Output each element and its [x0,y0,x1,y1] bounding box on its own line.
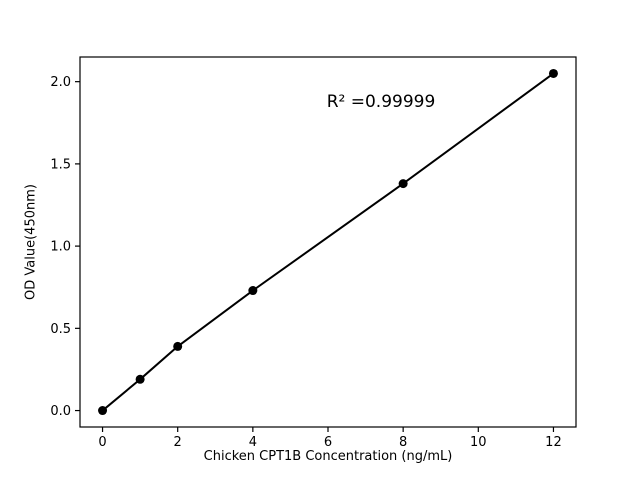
data-point [135,374,145,384]
x-tick-label: 2 [174,435,182,450]
x-tick-label: 4 [249,435,257,450]
x-axis-label: Chicken CPT1B Concentration (ng/mL) [203,449,453,464]
data-point [98,406,108,416]
r-squared-annotation: R² =0.99999 [326,92,436,112]
x-tick-label: 0 [98,435,106,450]
x-tick-label: 6 [324,435,332,450]
x-tick-label: 12 [545,435,562,450]
y-tick-label: 0.5 [50,322,71,337]
y-axis-label: OD Value(450nm) [23,184,39,300]
data-point [173,341,183,351]
data-point [548,68,558,78]
data-point [248,286,258,296]
data-point [398,179,408,189]
x-tick-label: 8 [399,435,407,450]
y-tick-label: 1.0 [50,240,71,255]
y-tick-label: 2.0 [50,75,71,90]
y-tick-label: 1.5 [50,157,71,172]
y-tick-label: 0.0 [50,404,71,419]
x-tick-label: 10 [470,435,487,450]
series-line [101,72,555,412]
